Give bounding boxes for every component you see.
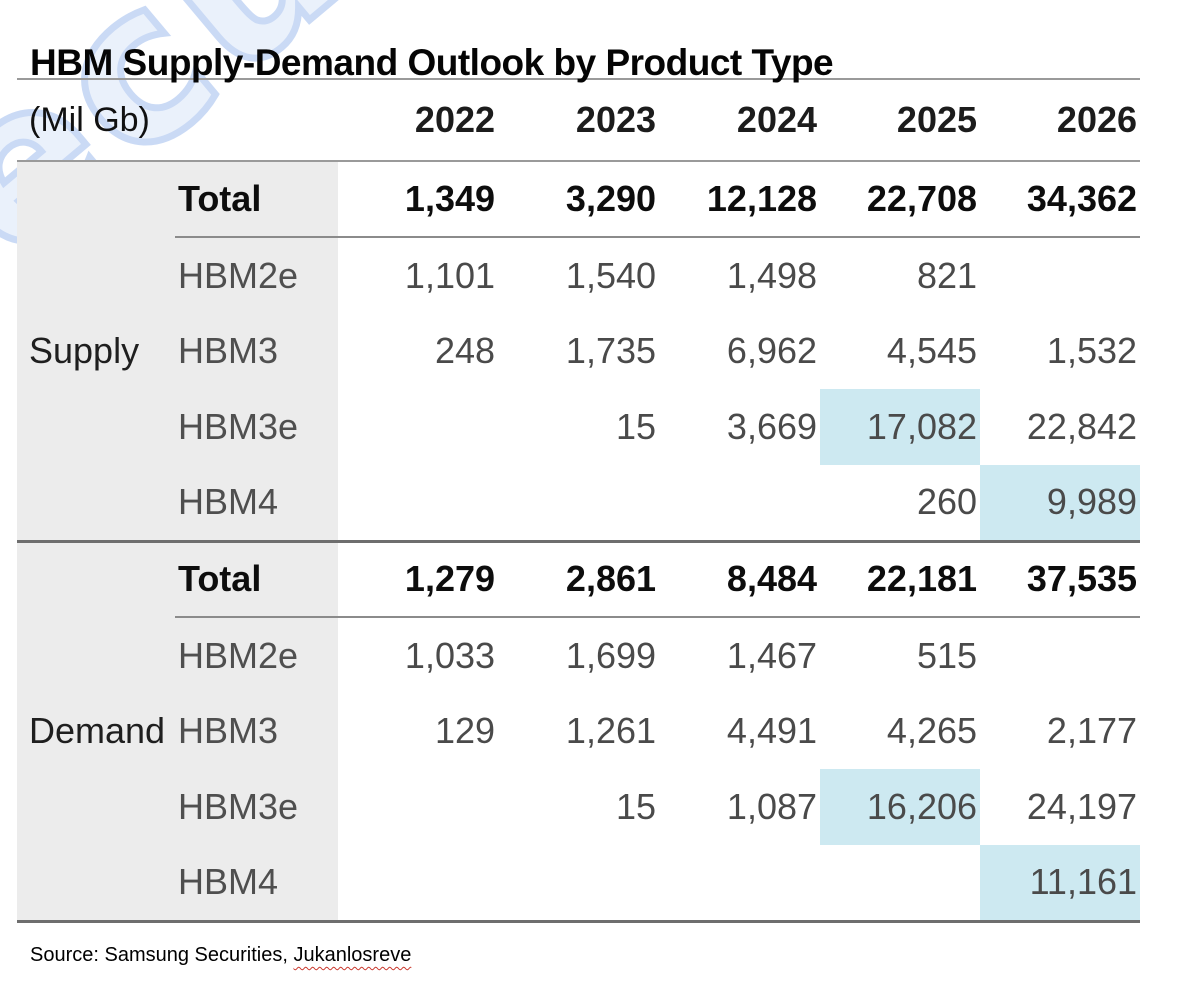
row-label: HBM4 <box>175 845 339 923</box>
cell <box>338 769 498 845</box>
hbm-supply-demand-table: (Mil Gb) 2022 2023 2024 2025 2026 Supply… <box>17 78 1141 923</box>
cell <box>498 845 660 923</box>
cell: 15 <box>615 786 657 827</box>
highlighted-cell: 17,082 <box>820 389 981 465</box>
supply-hbm3-row: HBM3 248 1,735 6,962 4,545 1,532 <box>17 313 1140 389</box>
cell: 4,265 <box>886 710 978 751</box>
cell: 129 <box>434 710 496 751</box>
cell: 1,532 <box>1046 330 1138 371</box>
row-label: HBM3e <box>175 769 339 845</box>
cell: 6,962 <box>726 330 818 371</box>
demand-hbm3-row: HBM3 129 1,261 4,491 4,265 2,177 <box>17 693 1140 769</box>
cell: 1,349 <box>338 161 499 238</box>
col-header-2025: 2025 <box>820 78 981 162</box>
cell <box>980 237 1140 313</box>
demand-hbm3e-row: HBM3e 15 1,087 16,206 24,197 <box>17 769 1140 845</box>
supply-hbm3e-row: HBM3e 15 3,669 17,082 22,842 <box>17 389 1140 465</box>
row-label: HBM2e <box>175 617 339 693</box>
supply-hbm2e-row: HBM2e 1,101 1,540 1,498 821 <box>17 237 1140 313</box>
col-header-2023: 2023 <box>498 78 660 162</box>
cell: 4,545 <box>886 330 978 371</box>
cell: 1,498 <box>726 254 818 296</box>
cell: 22,708 <box>820 161 981 238</box>
supply-hbm4-row: HBM4 260 9,989 <box>17 465 1141 541</box>
cell: 1,087 <box>726 786 818 827</box>
source-attribution-word: Jukanlosreve <box>293 944 412 966</box>
cell: 248 <box>434 330 496 371</box>
cell: 260 <box>916 481 978 523</box>
cell <box>659 465 820 541</box>
row-label: Total <box>175 539 339 618</box>
unit-label: (Mil Gb) <box>17 78 339 162</box>
cell: 4,491 <box>726 710 818 751</box>
row-label: HBM4 <box>175 465 339 541</box>
cell: 2,177 <box>1046 710 1138 751</box>
cell: 1,033 <box>404 634 496 676</box>
row-label: HBM3 <box>175 693 339 769</box>
demand-group-label: Demand <box>17 539 175 923</box>
cell: 34,362 <box>980 161 1141 238</box>
cell: 24,197 <box>1026 786 1138 827</box>
row-label: HBM3e <box>175 389 339 465</box>
col-header-2024: 2024 <box>659 78 821 162</box>
cell: 3,290 <box>498 161 660 238</box>
cell <box>980 617 1140 693</box>
cell: 3,669 <box>726 406 818 447</box>
cell: 2,861 <box>498 539 660 618</box>
cell: 1,699 <box>565 634 657 676</box>
cell <box>338 465 498 541</box>
cell: 1,735 <box>565 330 657 371</box>
row-label: Total <box>175 161 339 238</box>
cell <box>659 845 821 923</box>
cell: 1,261 <box>565 710 657 751</box>
cell <box>820 845 981 923</box>
source-prefix: Source: Samsung Securities, <box>30 944 294 966</box>
cell: 8,484 <box>659 539 821 618</box>
demand-section: Demand Total 1,279 2,861 8,484 22,181 37… <box>17 539 1141 923</box>
cell: 515 <box>916 634 978 676</box>
supply-section: Supply Total 1,349 3,290 12,128 22,708 3… <box>17 161 1141 541</box>
highlighted-cell: 16,206 <box>820 769 981 845</box>
cell: 1,540 <box>565 254 657 296</box>
cell: 15 <box>615 406 657 447</box>
cell: 1,467 <box>726 634 818 676</box>
row-label: HBM3 <box>175 313 339 389</box>
cell <box>498 465 659 541</box>
demand-hbm2e-row: HBM2e 1,033 1,699 1,467 515 <box>17 617 1140 693</box>
cell <box>338 845 499 923</box>
header-row: (Mil Gb) 2022 2023 2024 2025 2026 <box>17 78 1141 162</box>
highlighted-cell: 9,989 <box>980 465 1141 541</box>
cell: 37,535 <box>980 539 1141 618</box>
cell: 12,128 <box>659 161 821 238</box>
supply-total-row: Supply Total 1,349 3,290 12,128 22,708 3… <box>17 161 1141 541</box>
cell: 821 <box>916 254 978 296</box>
page-title: HBM Supply-Demand Outlook by Product Typ… <box>30 41 834 83</box>
demand-hbm4-row: HBM4 11,161 <box>17 845 1141 923</box>
demand-total-row: Demand Total 1,279 2,861 8,484 22,181 37… <box>17 539 1141 923</box>
highlighted-cell: 11,161 <box>980 845 1141 923</box>
supply-group-label: Supply <box>17 161 175 541</box>
col-header-2022: 2022 <box>338 78 499 162</box>
source-note: Source: Samsung Securities, Jukanlosreve <box>30 944 411 967</box>
cell: 22,842 <box>1026 406 1138 447</box>
cell: 1,101 <box>404 254 496 296</box>
col-header-2026: 2026 <box>980 78 1141 162</box>
cell: 1,279 <box>338 539 499 618</box>
row-label: HBM2e <box>175 237 339 313</box>
cell <box>338 389 498 465</box>
cell: 22,181 <box>820 539 981 618</box>
table-header: (Mil Gb) 2022 2023 2024 2025 2026 <box>17 78 1141 162</box>
